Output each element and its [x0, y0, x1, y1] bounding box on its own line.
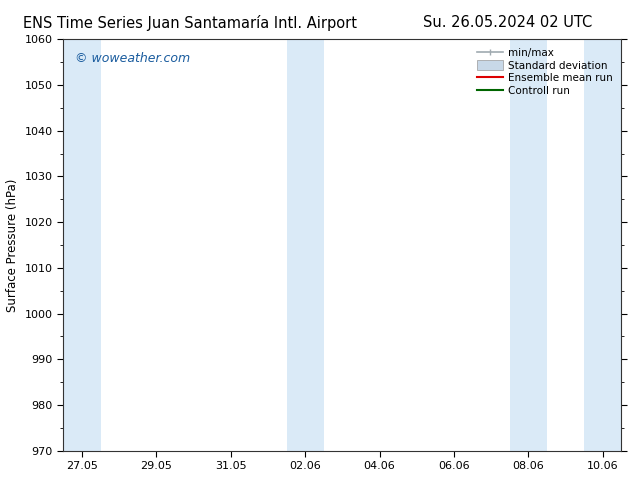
Y-axis label: Surface Pressure (hPa): Surface Pressure (hPa)	[6, 178, 19, 312]
Bar	[287, 39, 324, 451]
Text: Su. 26.05.2024 02 UTC: Su. 26.05.2024 02 UTC	[423, 15, 592, 30]
Legend: min/max, Standard deviation, Ensemble mean run, Controll run: min/max, Standard deviation, Ensemble me…	[474, 45, 616, 99]
Text: ENS Time Series Juan Santamaría Intl. Airport: ENS Time Series Juan Santamaría Intl. Ai…	[23, 15, 357, 31]
Bar	[584, 39, 621, 451]
Bar	[510, 39, 547, 451]
Text: © woweather.com: © woweather.com	[75, 51, 190, 65]
Bar	[63, 39, 101, 451]
